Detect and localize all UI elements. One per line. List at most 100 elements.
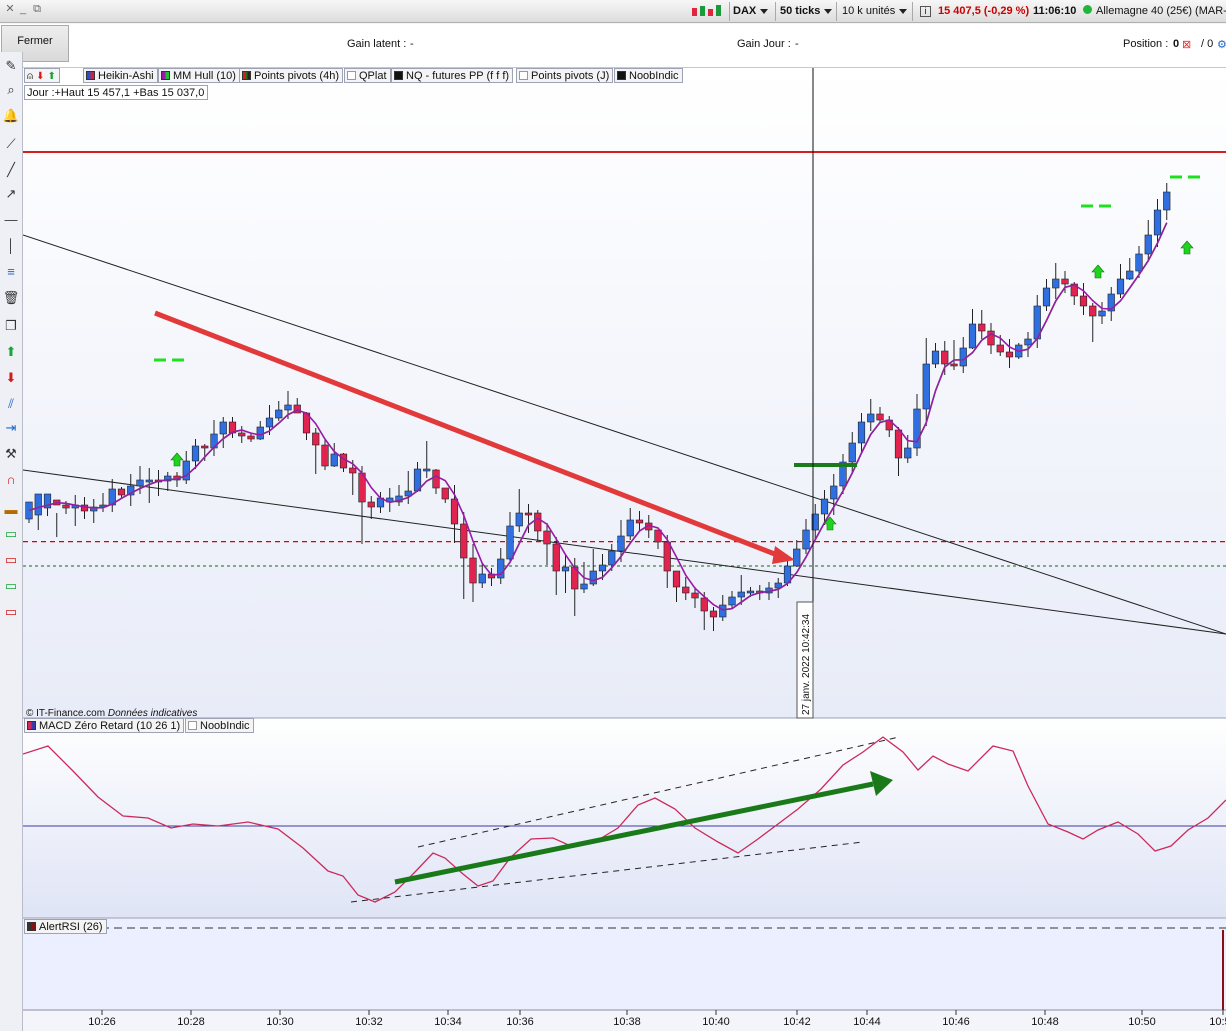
- candle-body: [256, 426, 264, 440]
- position-bar: Fermer Gain latent : - Gain Jour : - Pos…: [0, 24, 1226, 68]
- legend-item-noobindic[interactable]: NoobIndic: [614, 68, 683, 83]
- trash-icon[interactable]: 🗑: [2, 290, 20, 305]
- rsi-pane[interactable]: [23, 919, 1226, 1010]
- buy-arrow-icon[interactable]: ⬆: [5, 344, 17, 359]
- horizontal-line-icon[interactable]: —: [4, 212, 18, 227]
- candle-body: [108, 488, 116, 506]
- zoom-icon[interactable]: ⌕: [7, 82, 15, 97]
- restore-window-icon[interactable]: ⧉: [33, 3, 41, 15]
- legend-item-hull[interactable]: MM Hull (10): [158, 68, 240, 83]
- tool-settings-icon[interactable]: ⚒: [5, 446, 17, 461]
- macd-line: [23, 736, 1226, 903]
- order-line-icon[interactable]: ▬: [4, 502, 18, 517]
- candle-body: [117, 488, 126, 496]
- candle-body: [423, 468, 431, 472]
- candle-body: [404, 490, 412, 497]
- chart[interactable]: 10:26 10:28 10:30 10:32 10:34 10:36 10:38 10:40…: [23, 68, 1226, 1031]
- candle-body: [876, 413, 884, 421]
- price-pane[interactable]: [23, 68, 1226, 718]
- legend-item-pivots-4h[interactable]: Points pivots (4h): [239, 68, 343, 83]
- downtrend-arrow-head: [772, 546, 795, 564]
- candle-body: [848, 442, 856, 463]
- candle-body: [811, 513, 819, 531]
- arrow-tool-icon[interactable]: ↗: [5, 186, 17, 201]
- legend-item-pivots-j[interactable]: Points pivots (J): [516, 68, 614, 83]
- legend-tools[interactable]: ⍝ ⬇ ⬆: [24, 68, 60, 83]
- order-sell-icon[interactable]: ▭: [4, 552, 18, 567]
- candle-body: [1153, 209, 1162, 236]
- macd-pane[interactable]: [23, 718, 1226, 918]
- buy-signal-icon: [170, 452, 184, 467]
- channel-icon[interactable]: ⫽: [8, 396, 14, 411]
- candle-body: [672, 570, 681, 588]
- instrument-select[interactable]: DAX: [733, 3, 769, 20]
- fibonacci-icon[interactable]: ≡: [7, 264, 15, 279]
- info-icon[interactable]: i: [920, 3, 931, 20]
- down-arrow-icon: ⬇: [36, 71, 45, 82]
- time-tick-label: 10:38: [613, 1016, 641, 1028]
- candle-body: [1070, 283, 1078, 297]
- position-close-icon[interactable]: ⊠: [1182, 39, 1192, 51]
- candle-body: [1005, 351, 1014, 358]
- candle-body: [867, 413, 875, 423]
- pen-icon[interactable]: ✎: [5, 58, 17, 73]
- minimize-window-icon[interactable]: _: [19, 3, 27, 15]
- candle-body: [793, 548, 801, 567]
- macd-lower-channel[interactable]: [350, 841, 864, 903]
- downtrend-arrow[interactable]: [154, 310, 789, 561]
- sell-arrow-icon[interactable]: ⬇: [5, 370, 17, 385]
- order-buy2-icon[interactable]: ▭: [4, 578, 18, 593]
- candle-body: [265, 417, 274, 428]
- legend-item-rsi[interactable]: AlertRSI (26): [24, 919, 107, 934]
- legend-item-macd[interactable]: MACD Zéro Retard (10 26 1): [24, 718, 185, 733]
- candle-body: [746, 590, 755, 594]
- vertical-line-icon[interactable]: │: [6, 238, 16, 253]
- candle-body: [460, 523, 468, 559]
- candle-body: [1163, 191, 1171, 211]
- candle-body: [127, 485, 135, 496]
- candle-body: [543, 530, 551, 545]
- time-tick-label: 10:28: [177, 1016, 205, 1028]
- candle-body: [164, 475, 172, 482]
- candle-body: [330, 453, 338, 467]
- market-status-icon: [1083, 3, 1092, 20]
- copy-icon[interactable]: ❐: [5, 318, 17, 333]
- candle-body: [1135, 253, 1143, 272]
- position-extra: / 0: [1201, 38, 1214, 50]
- candle-type-icon-svg: [692, 5, 721, 16]
- legend-item-heikin-ashi[interactable]: Heikin-Ashi: [83, 68, 158, 83]
- alert-bell-icon[interactable]: 🔔: [2, 108, 20, 123]
- buy-signal-icon: [1091, 264, 1105, 279]
- order-buy-icon[interactable]: ▭: [4, 526, 18, 541]
- units-select[interactable]: 10 k unités: [842, 3, 908, 20]
- legend-item-nq[interactable]: NQ - futures PP (f f f): [391, 68, 514, 83]
- candle-body: [145, 479, 153, 483]
- instrument-label: DAX: [733, 5, 757, 17]
- line-icon[interactable]: ╱: [7, 162, 15, 177]
- pivot-markers: [154, 175, 1203, 467]
- gear-icon[interactable]: ⚙: [1217, 39, 1226, 51]
- legend-label: NoobIndic: [629, 70, 679, 82]
- legend-item-qplat[interactable]: QPlat: [344, 68, 391, 83]
- candle-body: [515, 512, 523, 527]
- macd-upper-channel[interactable]: [417, 736, 900, 848]
- legend-label: Heikin-Ashi: [98, 70, 154, 82]
- gain-latent-value: -: [410, 38, 414, 50]
- candle-type-icon[interactable]: [690, 3, 728, 20]
- order-sell2-icon[interactable]: ▭: [4, 604, 18, 619]
- candle-body: [987, 330, 995, 346]
- candle-body: [626, 519, 634, 537]
- candle-body: [450, 498, 459, 525]
- close-window-icon[interactable]: ✕: [5, 3, 15, 15]
- candle-body: [275, 409, 283, 419]
- segment-icon[interactable]: ⟋: [6, 136, 16, 151]
- candle-body: [663, 541, 671, 572]
- candle-body: [1052, 278, 1060, 289]
- divergence-arrow[interactable]: [394, 781, 874, 885]
- legend-item-macd-noob[interactable]: NoobIndic: [185, 718, 254, 733]
- horizontal-ray-icon[interactable]: ⇥: [5, 420, 17, 435]
- time-tick-label: 10:34: [434, 1016, 462, 1028]
- magnet-icon[interactable]: ∩: [6, 472, 16, 487]
- upper-trendline[interactable]: [23, 234, 1226, 635]
- interval-select[interactable]: 50 ticks: [780, 3, 833, 20]
